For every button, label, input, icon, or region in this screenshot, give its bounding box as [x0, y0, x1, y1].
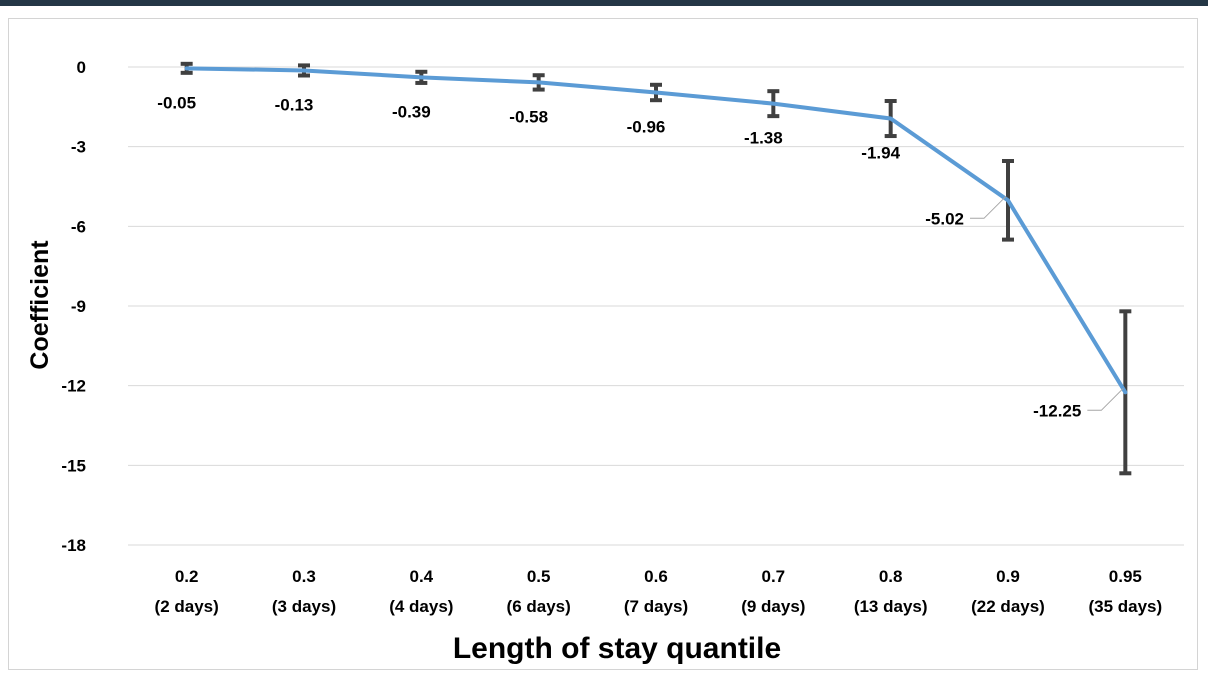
- x-tick-label: 0.5: [527, 567, 551, 586]
- data-point: [889, 117, 893, 121]
- data-point: [185, 66, 189, 70]
- y-tick-label: -9: [71, 297, 86, 316]
- data-label: -12.25: [1033, 401, 1081, 420]
- x-axis-title: Length of stay quantile: [453, 632, 781, 665]
- data-labels: -0.05 -0.13 -0.39 -0.58 -0.96 -1.38 -1.94 -5.02…: [157, 93, 1124, 420]
- x-tick-label: 0.2: [175, 567, 199, 586]
- x-tick-sublabel: (4 days): [389, 597, 453, 616]
- data-point: [1006, 198, 1010, 202]
- y-tick-label: 0: [77, 58, 86, 77]
- data-label: -0.58: [509, 107, 548, 126]
- data-label: -0.05: [157, 93, 196, 112]
- x-tick-sublabel: (13 days): [854, 597, 928, 616]
- x-tick-sublabel: (3 days): [272, 597, 336, 616]
- data-label-leader: [1087, 387, 1124, 411]
- y-tick-label: -12: [61, 377, 86, 396]
- y-tick-label: -3: [71, 138, 86, 157]
- y-axis-title: Coefficient: [26, 240, 54, 370]
- data-label: -0.39: [392, 102, 431, 121]
- x-tick-label: 0.9: [996, 567, 1020, 586]
- data-point: [302, 68, 306, 72]
- x-axis-ticks: 0.2 (2 days) 0.3 (3 days) 0.4 (4 days) 0.5 (6 d…: [155, 567, 1163, 616]
- x-tick-label: 0.95: [1109, 567, 1142, 586]
- top-bar: [0, 0, 1208, 6]
- x-tick-sublabel: (2 days): [155, 597, 219, 616]
- x-tick-label: 0.3: [292, 567, 316, 586]
- data-label-leader: [970, 195, 1007, 219]
- x-tick-sublabel: (7 days): [624, 597, 688, 616]
- x-tick-sublabel: (35 days): [1088, 597, 1162, 616]
- data-point: [419, 75, 423, 79]
- series-line-layer: [184, 66, 1128, 395]
- y-tick-label: -18: [61, 536, 86, 555]
- x-tick-label: 0.6: [644, 567, 668, 586]
- x-tick-sublabel: (6 days): [507, 597, 571, 616]
- y-tick-label: -6: [71, 217, 86, 236]
- y-tick-label: -15: [61, 456, 86, 475]
- x-tick-sublabel: (22 days): [971, 597, 1045, 616]
- x-tick-label: 0.7: [762, 567, 786, 586]
- x-tick-sublabel: (9 days): [741, 597, 805, 616]
- data-label: -0.13: [275, 95, 314, 114]
- data-label: -0.96: [627, 117, 666, 136]
- x-tick-label: 0.4: [410, 567, 434, 586]
- data-label: -5.02: [925, 209, 964, 228]
- data-point: [1123, 390, 1127, 394]
- data-point: [771, 102, 775, 106]
- data-label: -1.94: [861, 144, 900, 163]
- x-tick-label: 0.8: [879, 567, 903, 586]
- gridlines: [128, 66, 1184, 546]
- y-axis-ticks: 0 -3 -6 -9 -12 -15 -18: [61, 58, 86, 555]
- data-point: [537, 80, 541, 84]
- data-label: -1.38: [744, 129, 783, 148]
- data-point: [654, 90, 658, 94]
- chart-frame: [8, 18, 1198, 670]
